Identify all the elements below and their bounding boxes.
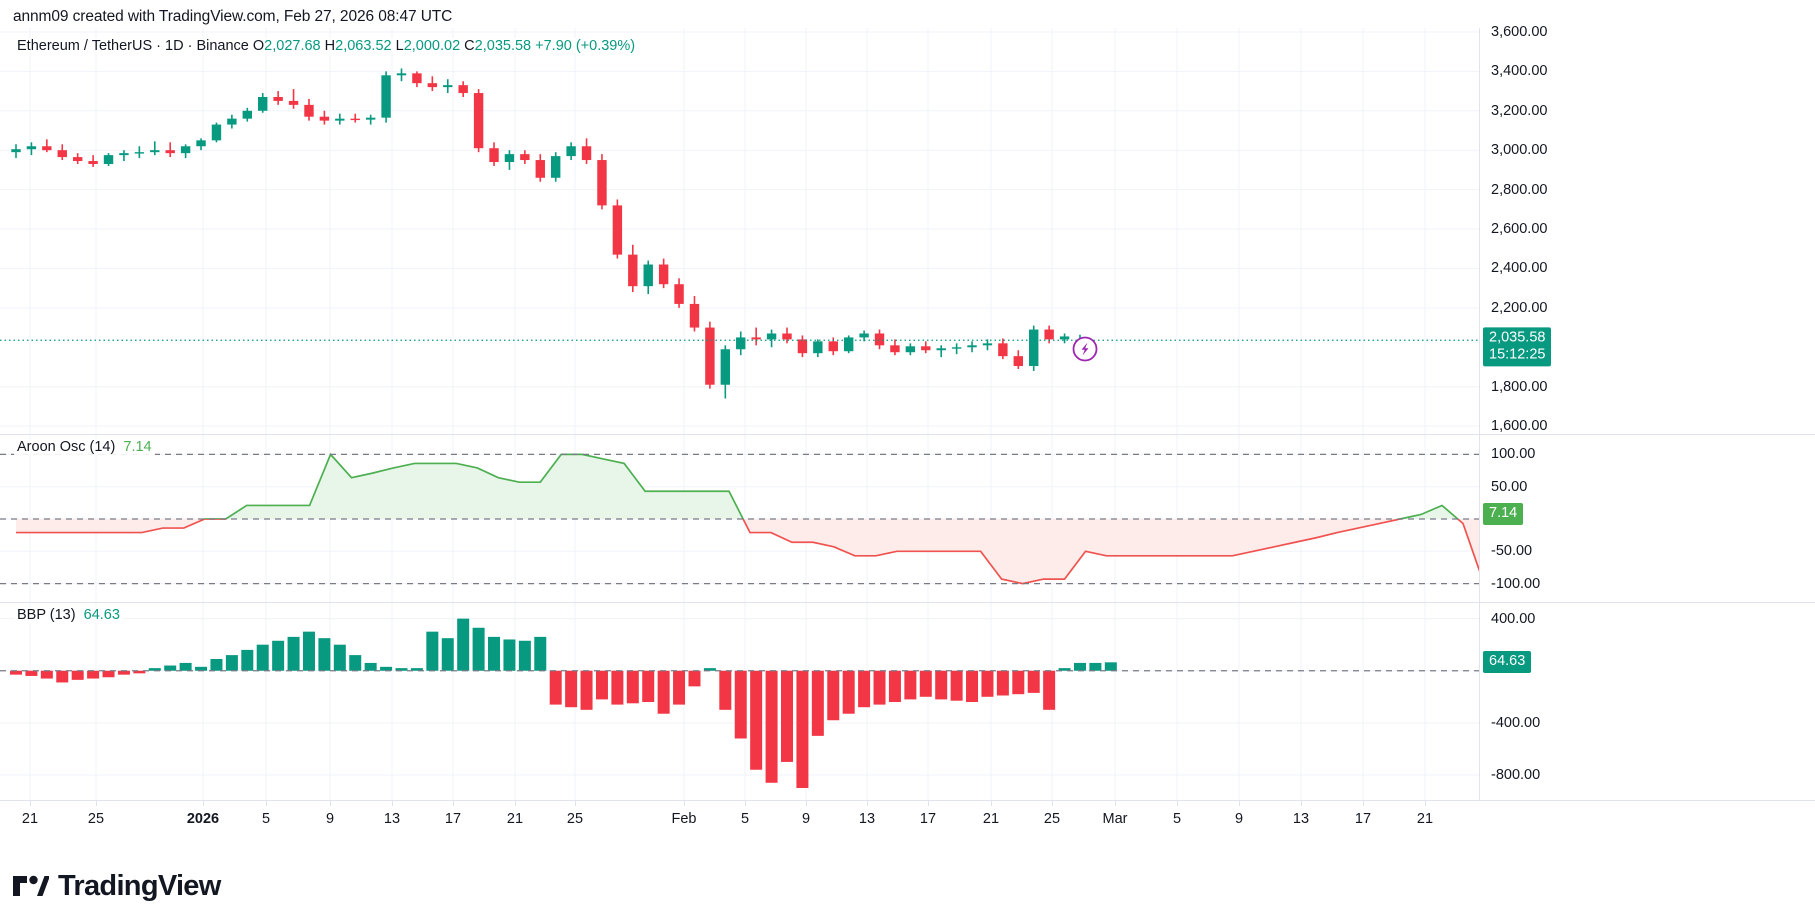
time-axis-label: 13 [858,811,876,827]
time-axis-tick [991,801,992,806]
price-pane[interactable]: Ethereum / TetherUS · 1D · Binance O2,02… [0,28,1479,434]
time-axis-tick [928,801,929,806]
time-axis-tick [684,801,685,806]
price-axis-label: 2,800.00 [1491,181,1548,198]
time-axis-tick [867,801,868,806]
time-axis-label: 13 [1292,811,1310,827]
time-axis-label: 21 [506,811,524,827]
time-axis-label: 21 [1416,811,1434,827]
time-axis-tick [1301,801,1302,806]
aroon-axis-label: 100.00 [1491,446,1536,463]
time-axis-label: 17 [919,811,937,827]
time-axis-tick [1115,801,1116,806]
price-axis-label: 1,800.00 [1491,378,1548,395]
time-axis-label: 9 [1234,811,1244,827]
time-axis-tick [203,801,204,806]
time-axis-label: 2026 [186,811,220,827]
bbp-pane[interactable]: BBP (13) 64.63 [0,602,1479,801]
time-axis-label: 25 [1043,811,1061,827]
time-axis-tick [515,801,516,806]
time-axis-tick [745,801,746,806]
time-axis-tick [575,801,576,806]
price-axis-label: 1,600.00 [1491,418,1548,435]
tradingview-logo-icon [13,875,49,896]
price-axis-label: 3,400.00 [1491,63,1548,80]
time-axis-label: 21 [21,811,39,827]
time-axis-label: 21 [982,811,1000,827]
aroon-axis-label: -50.00 [1491,543,1533,560]
time-axis-tick [30,801,31,806]
time-axis-label: Mar [1102,811,1128,827]
chart-area[interactable]: Ethereum / TetherUS · 1D · Binance O2,02… [0,28,1479,801]
bbp-histogram-svg[interactable] [0,603,1479,801]
time-axis-label: 25 [87,811,105,827]
current-time-value: 15:12:25 [1489,346,1546,363]
time-axis-tick [1177,801,1178,806]
price-axis-label: 3,600.00 [1491,23,1548,40]
current-price-value: 2,035.58 [1489,329,1546,346]
bbp-value-badge[interactable]: 64.63 [1483,651,1532,674]
price-axis-label: 3,200.00 [1491,102,1548,119]
time-axis-label: 17 [1354,811,1372,827]
aroon-axis-label: -100.00 [1491,575,1541,592]
price-candlestick-svg[interactable] [0,28,1479,434]
bbp-axis-label: -800.00 [1491,766,1541,783]
time-axis-tick [392,801,393,806]
time-axis-label: 17 [444,811,462,827]
aroon-oscillator-svg[interactable] [0,435,1479,603]
time-axis-tick [806,801,807,806]
price-axis-scale[interactable]: 3,600.00 3,400.00 3,200.00 3,000.00 2,800.00… [1480,24,1815,435]
time-axis-tick [1363,801,1364,806]
aroon-axis-label: 50.00 [1491,478,1528,495]
time-axis-tick [266,801,267,806]
bbp-axis-scale[interactable]: 400.00 -400.00 -800.00 64.63 [1480,602,1815,800]
time-axis-label: 25 [566,811,584,827]
time-axis-label: 13 [383,811,401,827]
bbp-axis-label: -400.00 [1491,714,1541,731]
time-axis-label: 5 [261,811,271,827]
time-axis-tick [96,801,97,806]
aroon-oscillator-pane[interactable]: Aroon Osc (14) 7.14 [0,434,1479,603]
time-axis-tick [1425,801,1426,806]
price-axis-label: 2,600.00 [1491,221,1548,238]
current-price-badge[interactable]: 2,035.58 15:12:25 [1483,327,1552,367]
time-axis-tick [330,801,331,806]
time-axis-tick [453,801,454,806]
time-axis-label: 9 [325,811,335,827]
time-axis-label: Feb [671,811,697,827]
time-axis-label: 5 [740,811,750,827]
price-axis-label: 2,400.00 [1491,260,1548,277]
time-axis-tick [1239,801,1240,806]
bbp-axis-label: 400.00 [1491,610,1536,627]
right-price-axis[interactable]: 3,600.00 3,400.00 3,200.00 3,000.00 2,800.00… [1479,24,1815,800]
footer-branding: TradingView [13,870,221,903]
tradingview-wordmark: TradingView [58,870,221,902]
attribution-text: annm09 created with TradingView.com, Feb… [13,8,453,25]
price-axis-label: 2,200.00 [1491,299,1548,316]
aroon-value-badge[interactable]: 7.14 [1483,503,1524,526]
time-axis-label: 5 [1172,811,1182,827]
time-axis-label: 9 [801,811,811,827]
aroon-axis-scale[interactable]: 100.00 50.00 -50.00 -100.00 7.14 [1480,434,1815,602]
time-axis-tick [1052,801,1053,806]
time-axis[interactable]: 21 25 2026 5 9 13 17 21 25 Feb 5 9 13 17 21 25 Mar 5 9 13 17… [0,800,1815,840]
price-axis-label: 3,000.00 [1491,142,1548,159]
